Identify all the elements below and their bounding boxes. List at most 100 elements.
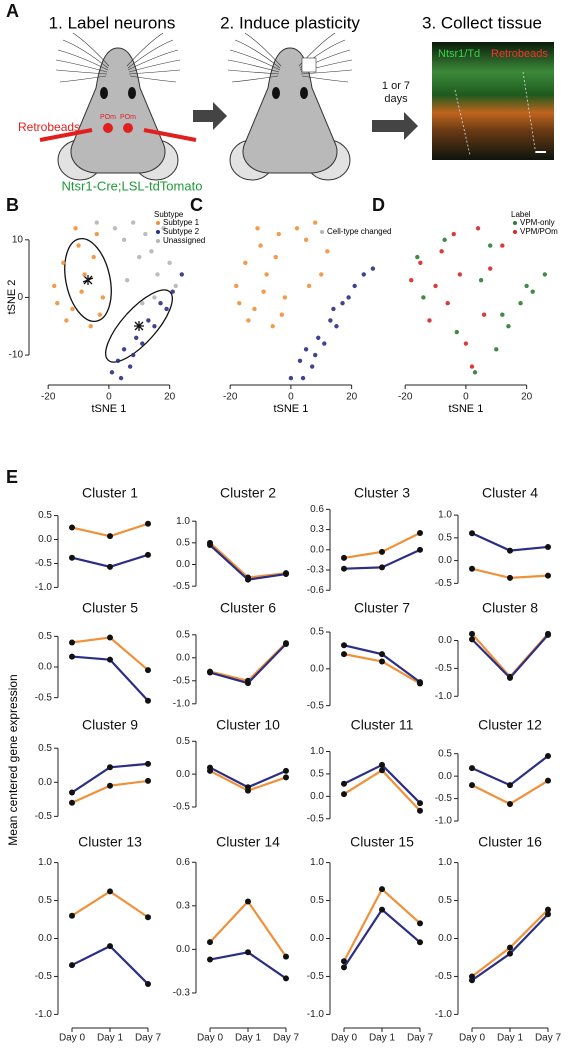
scatter-point [328,318,333,323]
y-tick-label: 0.5 [176,537,190,548]
x-tick-label: Day 0 [331,1033,358,1044]
mean-point [145,981,151,988]
panel-title: Cluster 13 [78,834,142,850]
scatter-point [415,254,420,260]
y-tick-label: -0.5 [307,813,325,824]
panel-title: Cluster 2 [220,485,276,501]
scatter-point [421,295,426,300]
x-axis-label: tSNE 1 [273,403,308,415]
panel-title: Cluster 5 [82,600,138,616]
x-axis-label: tSNE 1 [448,403,483,415]
y-tick-label: 0.0 [176,769,190,780]
x-tick-label: 20 [164,392,176,403]
mean-point [507,674,513,681]
mean-point [379,651,385,658]
scatter-point [79,289,84,294]
scatter-point [273,254,278,260]
scatter-point [82,272,87,277]
y-tick-label: 0.0 [310,933,324,944]
scatter-point [261,289,266,294]
y-tick-label: 0.0 [438,635,452,646]
y-tick-label: 0.6 [176,857,190,868]
interval-label: 1 or 7 days [381,80,411,105]
y-tick-label: 0.5 [38,510,52,521]
y-tick-label: 0.5 [310,769,324,780]
tissue-label: Ntsr1/Td [438,48,480,60]
y-tick-label: -0.5 [35,692,53,703]
scatter-point [297,358,303,364]
mean-point [207,542,213,548]
y-tick-label: 0.5 [38,743,52,754]
mouse-illustration [227,32,353,181]
mean-point [107,782,113,789]
scatter-point [481,312,487,317]
scatter-point [252,306,257,312]
scatter-point [288,375,294,381]
legend-swatch [513,221,517,225]
mean-point [107,533,113,540]
y-axis-label: tSNE 2 [6,280,18,315]
panel-title: Cluster 16 [478,834,542,850]
panel-title: Cluster 11 [351,717,414,733]
y-tick-label: 0.0 [310,663,324,674]
scatter-point [331,306,336,312]
tissue-line [454,89,471,156]
scatter-point [121,347,127,352]
y-tick-label: -1.0 [435,1009,453,1020]
mean-line [71,944,149,985]
scatter-point [313,352,318,358]
scatter-point [115,358,121,364]
y-tick-label: 1.0 [310,746,324,757]
mean-line [71,636,149,671]
panel-title: Cluster 1 [82,485,138,501]
scatter-point [442,237,447,243]
scatter-point [306,283,312,289]
x-tick-label: 0 [463,392,469,403]
scatter-point [97,312,103,317]
mean-point [69,524,75,531]
scatter-point [91,254,96,260]
mean-point [379,548,385,555]
mean-point [341,554,347,561]
mean-point [545,906,551,913]
mean-point [507,944,513,951]
mean-point [107,656,113,663]
mean-point [69,554,75,561]
y-axis-label: Mean centered gene expression [6,674,20,845]
mean-point [469,977,475,984]
mean-point [469,630,475,637]
mean-point [379,767,385,774]
mean-point [107,563,113,570]
mean-line [471,755,549,787]
scatter-point [255,226,260,231]
x-tick-label: Day 7 [535,1033,562,1044]
scatter-point [500,312,505,317]
y-tick-label: 0.5 [38,895,52,906]
tissue-label: Retrobeads [491,48,548,60]
mean-point [379,886,385,893]
mean-point [379,658,385,665]
y-tick-label: 0.0 [38,662,52,673]
panel-label: E [6,467,18,487]
scatter-point [70,306,75,312]
scatter-point [352,283,357,289]
y-tick-label: -0.5 [35,558,53,569]
scatter-point [316,335,321,340]
scatter-point [146,318,151,323]
mean-point [379,564,385,571]
panel-label: A [6,1,19,21]
panel-label: C [190,195,203,215]
scatter-point [346,295,351,300]
y-tick-label: -1.0 [35,582,53,593]
legend-label: Subtype 2 [163,227,200,236]
scatter-point [173,283,178,289]
scatter-point [76,243,81,248]
y-tick-label: -1.0 [35,1009,53,1020]
x-tick-label: Day 1 [497,1033,524,1044]
y-tick-label: 0.3 [310,524,324,535]
scatter-point [524,283,529,289]
mean-point [545,572,551,579]
y-tick-label: 0.5 [310,895,324,906]
panel-label: B [6,195,19,215]
scatter-point [313,220,318,225]
